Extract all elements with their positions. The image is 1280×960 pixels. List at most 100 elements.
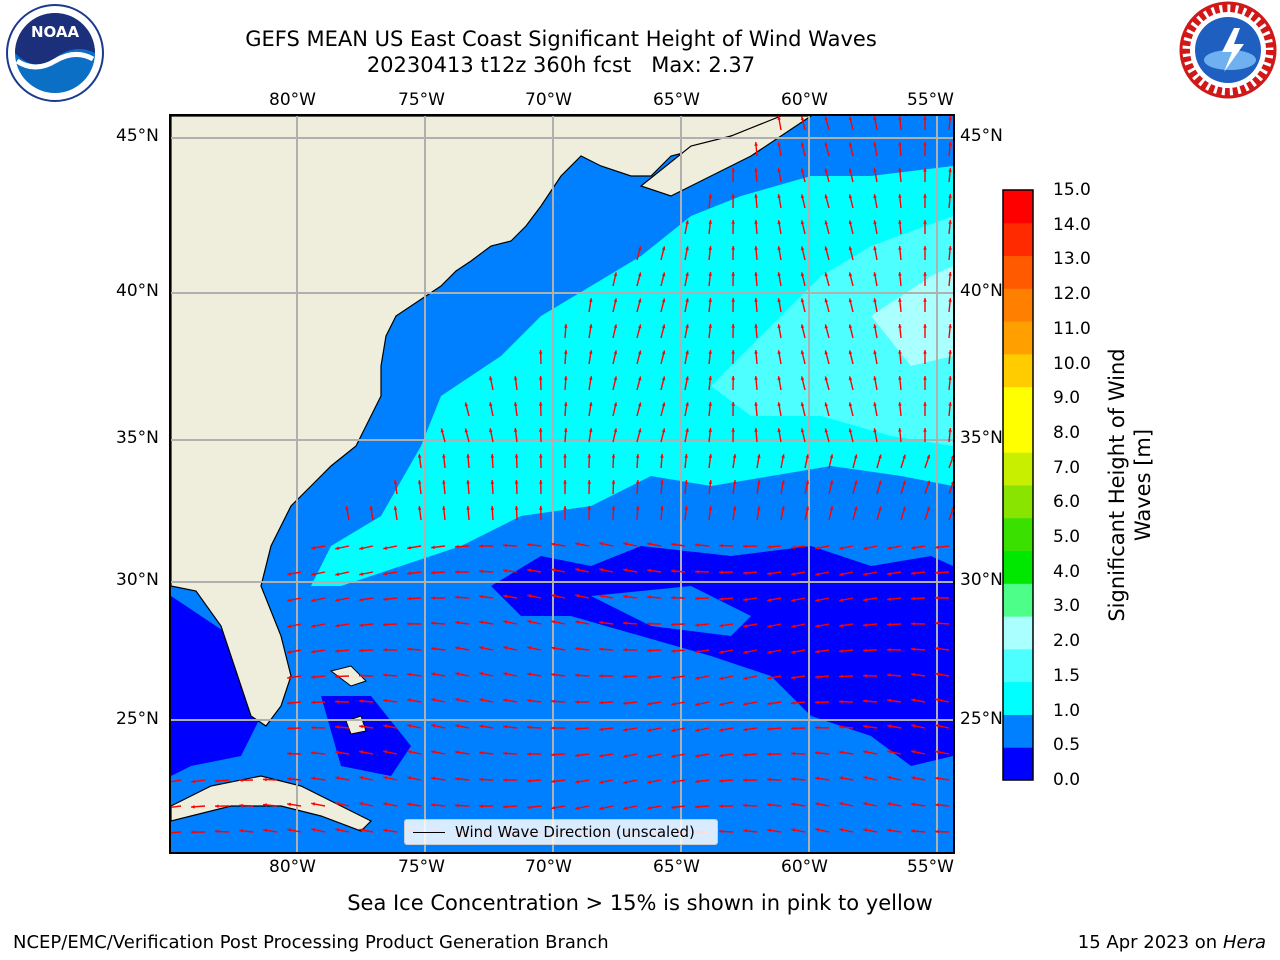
wave-direction-arrowhead — [685, 272, 689, 277]
wave-direction-arrowhead — [777, 194, 781, 199]
wave-direction-arrowhead — [661, 376, 666, 381]
wave-direction-arrowhead — [563, 454, 567, 458]
wave-direction-arrowhead — [575, 700, 579, 704]
wave-band-1_5 — [711, 216, 953, 446]
wave-direction-arrowhead — [431, 803, 435, 807]
wave-direction-arrowhead — [863, 828, 868, 832]
wave-direction-arrowhead — [685, 376, 689, 381]
wave-direction-arrowhead — [623, 648, 627, 652]
wave-direction-arrowhead — [695, 596, 699, 601]
wave-direction-arrowhead — [902, 480, 906, 485]
wave-direction-arrowhead — [635, 506, 640, 510]
wave-band-0_0 — [321, 696, 411, 776]
wave-direction-arrowhead — [863, 724, 867, 729]
wave-direction-arrowhead — [587, 480, 592, 484]
wave-direction-arrowhead — [538, 454, 543, 458]
wave-direction-arrowhead — [898, 376, 902, 380]
wave-direction-arrowhead — [311, 675, 315, 679]
wave-direction-arrowhead — [887, 698, 891, 703]
wave-direction-arrowhead — [417, 506, 422, 510]
wave-direction-arrowhead — [455, 672, 460, 676]
wave-direction-arrowhead — [455, 750, 459, 755]
wave-direction-arrowhead — [848, 350, 853, 355]
wave-direction-arrowhead — [588, 402, 593, 407]
wave-direction-arrowhead — [800, 428, 805, 433]
wave-direction-arrowhead — [839, 572, 844, 576]
wave-direction-arrowhead — [824, 402, 829, 407]
wave-direction-arrowhead — [311, 598, 316, 602]
wave-direction-arrowhead — [503, 646, 508, 650]
wave-direction-arrowhead — [695, 569, 699, 574]
wave-direction-arrowhead — [464, 428, 469, 433]
wave-direction-arrowhead — [551, 806, 556, 810]
wave-direction-arrowhead — [731, 324, 735, 328]
wave-direction-arrowhead — [719, 702, 724, 706]
wave-direction-arrowhead — [898, 246, 902, 250]
wave-direction-arrowhead — [719, 728, 724, 732]
wave-direction-arrowhead — [661, 324, 666, 329]
wave-direction-arrowhead — [359, 699, 363, 703]
wave-direction-arrowhead — [623, 727, 628, 732]
wave-direction-arrowhead — [719, 676, 724, 680]
wave-direction-arrowhead — [335, 699, 339, 704]
wave-direction-arrowhead — [503, 778, 507, 782]
wave-direction-arrowhead — [719, 753, 723, 758]
wave-direction-arrowhead — [503, 543, 507, 548]
wave-direction-arrowhead — [824, 272, 829, 277]
wave-direction-arrowhead — [805, 454, 810, 459]
wave-direction-arrowhead — [800, 350, 805, 355]
wave-direction-arrowhead — [743, 624, 748, 628]
wave-direction-arrowhead — [671, 702, 676, 706]
wave-direction-arrowhead — [948, 376, 952, 380]
wave-direction-arrowhead — [685, 428, 689, 433]
wave-direction-arrowhead — [479, 672, 484, 676]
run-date-text: 15 Apr 2023 on — [1077, 932, 1223, 953]
wave-direction-arrowhead — [791, 777, 795, 781]
wave-direction-arrowhead — [911, 724, 916, 728]
wave-direction-arrowhead — [719, 779, 723, 783]
wave-direction-arrowhead — [878, 506, 882, 511]
wave-direction-arrowhead — [490, 454, 495, 458]
wave-direction-arrowhead — [950, 481, 953, 485]
wave-direction-arrowhead — [661, 246, 666, 251]
wave-direction-arrowhead — [383, 571, 388, 576]
colorbar-tick: 5.0 — [1053, 527, 1081, 548]
wave-direction-arrowhead — [767, 701, 771, 706]
wave-direction-arrowhead — [527, 672, 532, 677]
wave-direction-arrowhead — [824, 298, 829, 303]
wave-direction-arrowhead — [287, 726, 291, 731]
wave-direction-arrowhead — [935, 829, 939, 834]
wave-direction-arrowhead — [599, 700, 603, 705]
land-nova-scotia — [639, 116, 813, 197]
wave-direction-arrowhead — [873, 376, 877, 381]
wave-direction-arrowhead — [743, 753, 747, 757]
wave-direction-arrowhead — [635, 454, 640, 458]
land-north-america — [171, 116, 792, 727]
wave-direction-arrowhead — [637, 428, 642, 433]
wave-direction-arrowhead — [599, 542, 604, 546]
wave-direction-arrowhead — [695, 676, 700, 680]
wave-direction-arrowhead — [538, 480, 543, 484]
wave-height-map[interactable]: Wind Wave Direction (unscaled) — [169, 114, 955, 854]
wave-direction-arrowhead — [647, 568, 651, 573]
wave-direction-arrowhead — [563, 428, 568, 432]
wave-direction-arrowhead — [853, 454, 858, 459]
wave-direction-arrowhead — [923, 142, 927, 146]
wave-direction-arrowhead — [898, 194, 902, 198]
wave-direction-arrowhead — [829, 506, 834, 511]
wave-direction-arrowhead — [708, 324, 713, 328]
wave-direction-arrowhead — [824, 194, 829, 199]
noaa-logo: NOAA — [5, 3, 105, 103]
wave-direction-arrowhead — [383, 698, 387, 703]
wave-direction-arrowhead — [287, 802, 291, 807]
machine-name: Hera — [1222, 932, 1266, 953]
wave-direction-arrowhead — [455, 724, 460, 728]
wave-direction-arrowhead — [215, 829, 219, 834]
wave-direction-arrowhead — [777, 376, 781, 381]
colorbar-tick: 1.0 — [1053, 700, 1081, 721]
wave-direction-arrowhead — [671, 805, 675, 810]
wave-direction-arrowhead — [514, 454, 519, 458]
wave-direction-arrowhead — [527, 646, 532, 650]
wave-direction-arrowhead — [287, 701, 291, 705]
colorbar-segment — [1003, 681, 1033, 715]
